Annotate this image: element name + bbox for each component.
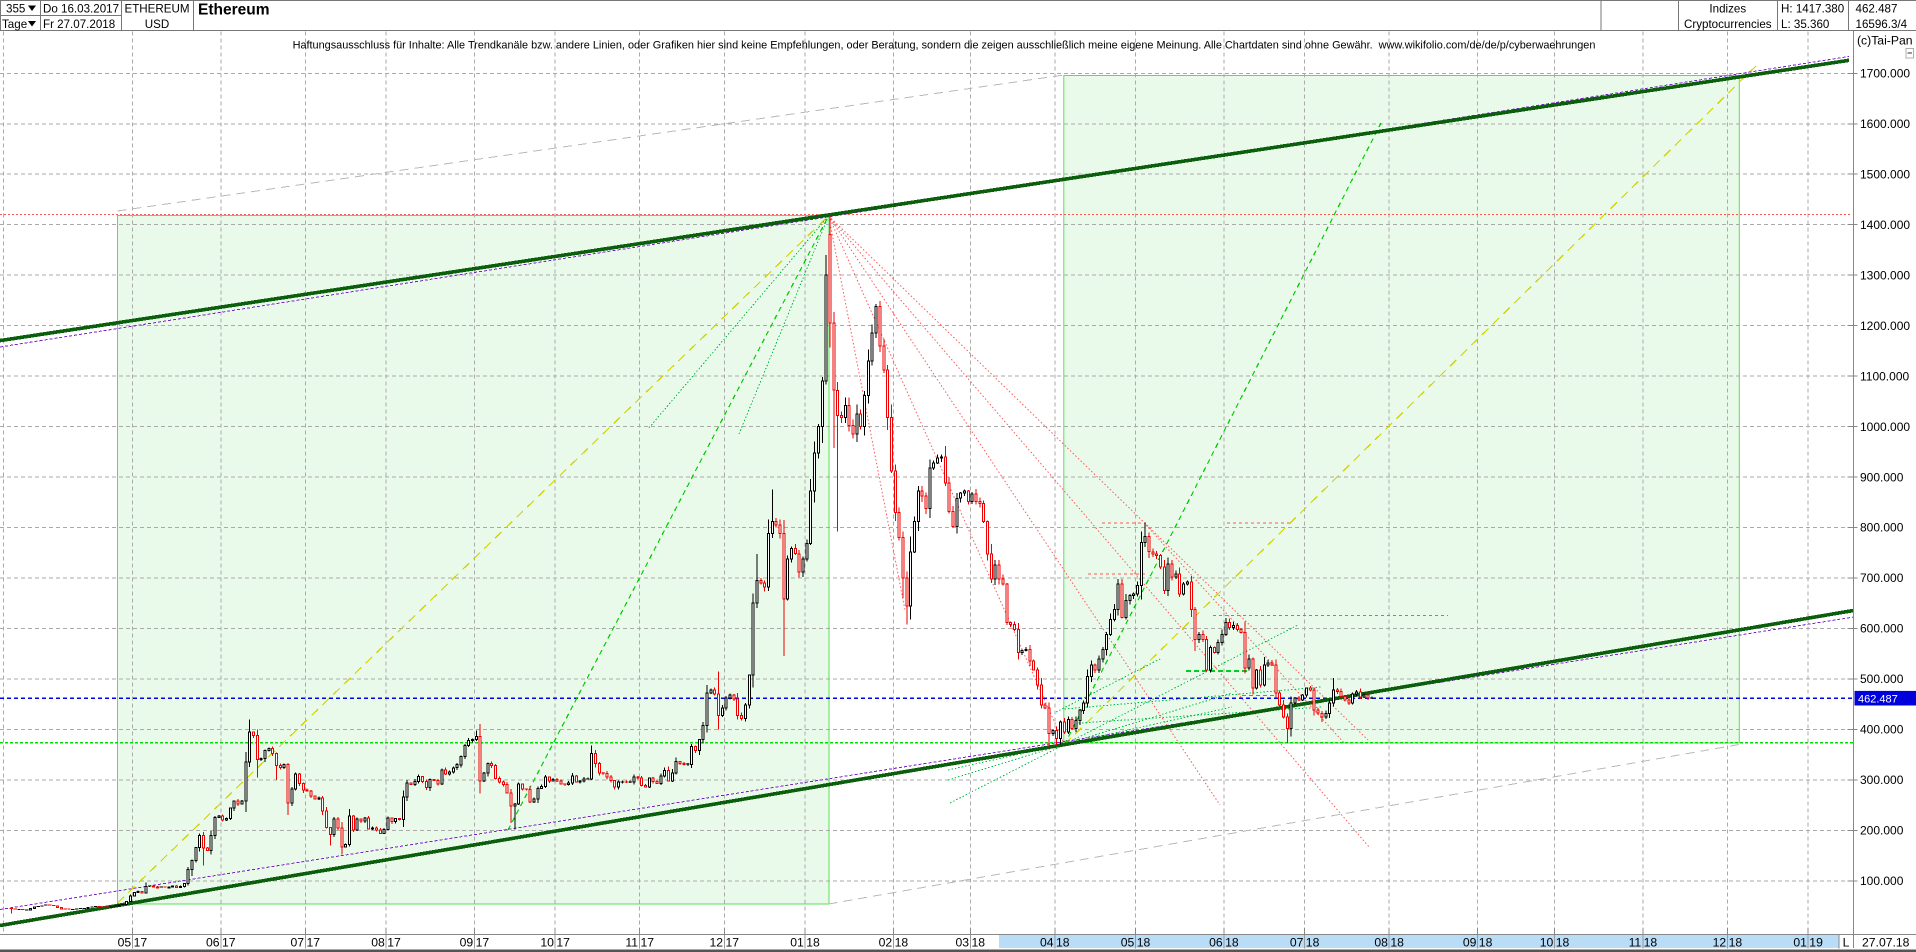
svg-text:600.000: 600.000 (1860, 622, 1904, 636)
svg-text:05 17: 05 17 (118, 936, 148, 950)
svg-text:355: 355 (6, 2, 25, 15)
svg-text:Fr 27.07.2018: Fr 27.07.2018 (43, 18, 115, 31)
svg-text:08 17: 08 17 (371, 936, 401, 950)
svg-text:L: 35.360: L: 35.360 (1781, 18, 1829, 31)
svg-text:10 17: 10 17 (540, 936, 570, 950)
svg-text:02 18: 02 18 (879, 936, 909, 950)
svg-text:04 18: 04 18 (1040, 936, 1070, 950)
svg-text:200.000: 200.000 (1860, 824, 1904, 838)
svg-text:(c)Tai-Pan: (c)Tai-Pan (1857, 34, 1913, 48)
svg-text:1600.000: 1600.000 (1860, 117, 1910, 131)
svg-text:08 18: 08 18 (1374, 936, 1404, 950)
svg-text:1400.000: 1400.000 (1860, 218, 1910, 232)
svg-text:1000.000: 1000.000 (1860, 420, 1910, 434)
svg-text:Cryptocurrencies: Cryptocurrencies (1684, 18, 1772, 31)
svg-text:500.000: 500.000 (1860, 672, 1904, 686)
svg-text:07 17: 07 17 (291, 936, 321, 950)
svg-text:16596.3/4: 16596.3/4 (1856, 18, 1908, 31)
svg-text:800.000: 800.000 (1860, 521, 1904, 535)
svg-text:Ethereum: Ethereum (198, 2, 270, 19)
svg-text:12 17: 12 17 (710, 936, 740, 950)
svg-text:1300.000: 1300.000 (1860, 268, 1910, 282)
svg-text:05 18: 05 18 (1121, 936, 1151, 950)
svg-text:462.487: 462.487 (1858, 694, 1898, 706)
svg-text:01 19: 01 19 (1793, 936, 1823, 950)
svg-text:462.487: 462.487 (1856, 2, 1898, 15)
svg-text:H: 1417.380: H: 1417.380 (1781, 2, 1844, 15)
svg-text:03 18: 03 18 (956, 936, 986, 950)
svg-text:100.000: 100.000 (1860, 874, 1904, 888)
svg-text:1500.000: 1500.000 (1860, 167, 1910, 181)
svg-text:1100.000: 1100.000 (1860, 369, 1909, 383)
svg-text:L: L (1843, 936, 1850, 950)
svg-text:1700.000: 1700.000 (1860, 67, 1910, 81)
svg-text:700.000: 700.000 (1860, 571, 1904, 585)
svg-text:07 18: 07 18 (1290, 936, 1320, 950)
svg-text:900.000: 900.000 (1860, 470, 1904, 484)
svg-text:11 17: 11 17 (625, 936, 654, 950)
svg-text:ETHEREUM: ETHEREUM (124, 2, 189, 15)
svg-text:06 17: 06 17 (206, 936, 236, 950)
svg-text:06 18: 06 18 (1209, 936, 1239, 950)
svg-text:Tage: Tage (2, 18, 27, 31)
svg-text:10 18: 10 18 (1540, 936, 1570, 950)
svg-text:300.000: 300.000 (1860, 773, 1904, 787)
svg-text:12 18: 12 18 (1713, 936, 1743, 950)
svg-text:11 18: 11 18 (1629, 936, 1658, 950)
svg-text:27.07.18: 27.07.18 (1862, 936, 1910, 950)
svg-text:400.000: 400.000 (1860, 723, 1904, 737)
svg-text:09 18: 09 18 (1463, 936, 1493, 950)
svg-text:Haftungsausschluss für Inhalte: Haftungsausschluss für Inhalte: Alle Tre… (293, 40, 1596, 52)
svg-text:09 17: 09 17 (460, 936, 490, 950)
svg-text:USD: USD (145, 18, 169, 31)
svg-text:Indizes: Indizes (1709, 2, 1746, 15)
svg-text:Do 16.03.2017: Do 16.03.2017 (43, 2, 119, 15)
svg-text:1200.000: 1200.000 (1860, 319, 1910, 333)
svg-text:01 18: 01 18 (790, 936, 820, 950)
